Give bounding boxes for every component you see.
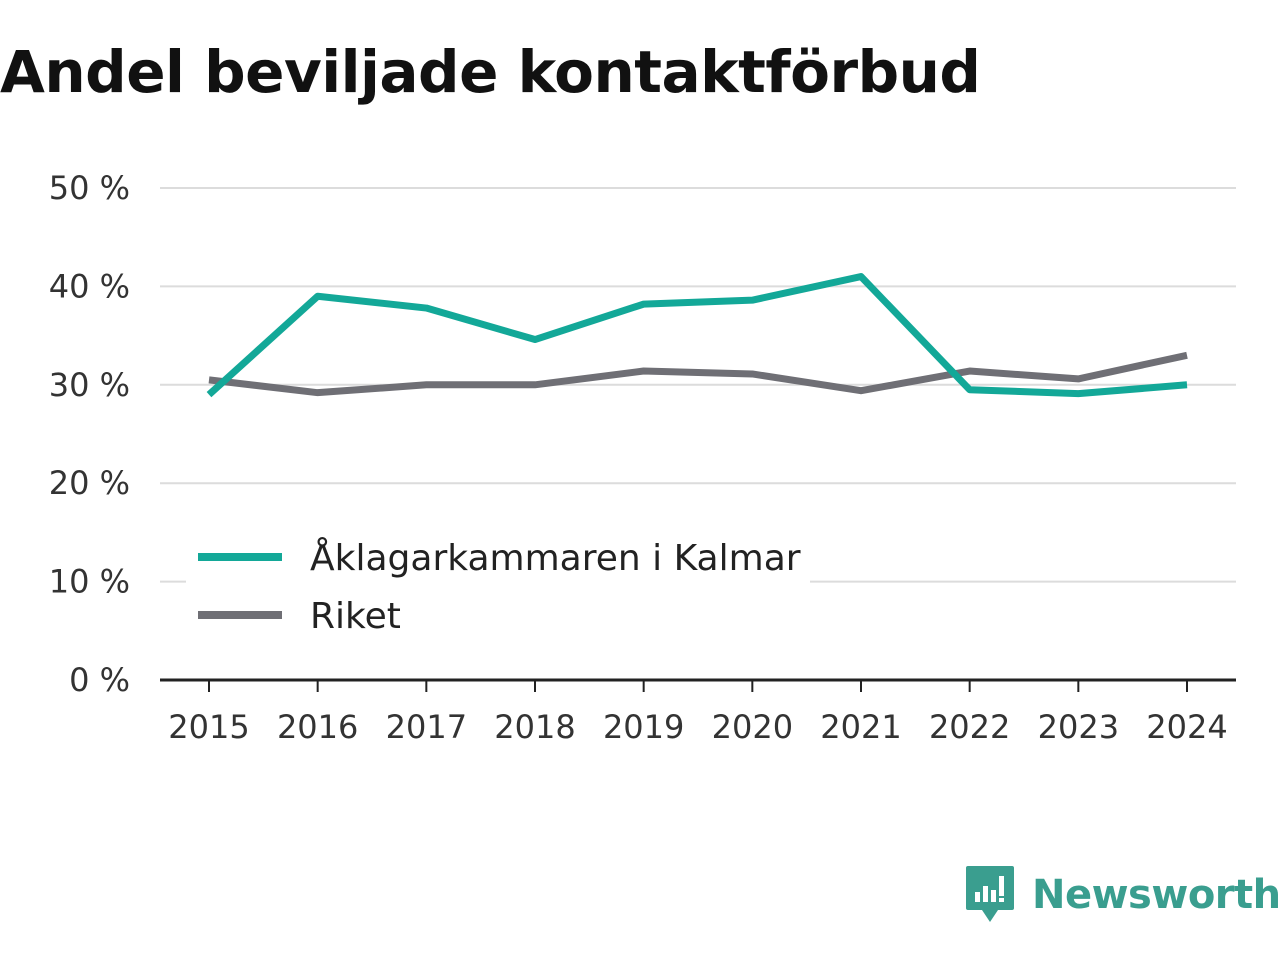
y-axis-tick-labels: 0 % 10 % 20 % 30 % 40 % 50 % xyxy=(49,169,130,699)
newsworthy-logo-icon xyxy=(966,866,1014,922)
series-line-1 xyxy=(208,351,1188,397)
series-line-0 xyxy=(206,273,1188,398)
brand-name: Newsworthy xyxy=(1032,872,1280,918)
y-tick-label: 40 % xyxy=(49,267,130,305)
y-tick-label: 10 % xyxy=(49,563,130,601)
legend-label: Riket xyxy=(310,596,401,637)
x-tick-label: 2021 xyxy=(820,708,901,746)
y-tick-label: 50 % xyxy=(49,169,130,207)
grid-lines xyxy=(160,187,1236,583)
legend-background xyxy=(186,530,810,642)
y-tick-label: 20 % xyxy=(49,464,130,502)
x-tick-label: 2018 xyxy=(494,708,575,746)
x-tick-label: 2022 xyxy=(929,708,1010,746)
x-tick-label: 2023 xyxy=(1038,708,1119,746)
brand-logo: Newsworthy xyxy=(964,862,1280,928)
x-tick-label: 2024 xyxy=(1146,708,1227,746)
y-tick-label: 0 % xyxy=(69,661,130,699)
x-tick-label: 2015 xyxy=(168,708,249,746)
x-axis xyxy=(160,678,1236,692)
legend: Åklagarkammaren i Kalmar Riket xyxy=(186,530,810,642)
x-tick-label: 2017 xyxy=(386,708,467,746)
x-tick-label: 2020 xyxy=(712,708,793,746)
x-tick-label: 2016 xyxy=(277,708,358,746)
chart-title: Andel beviljade kontaktförbud xyxy=(0,38,981,106)
y-tick-label: 30 % xyxy=(49,366,130,404)
series-lines xyxy=(206,273,1188,398)
x-tick-label: 2019 xyxy=(603,708,684,746)
legend-label: Åklagarkammaren i Kalmar xyxy=(310,536,801,579)
x-axis-tick-labels: 2015 2016 2017 2018 2019 2020 2021 2022 2023 2024 xyxy=(168,708,1227,746)
